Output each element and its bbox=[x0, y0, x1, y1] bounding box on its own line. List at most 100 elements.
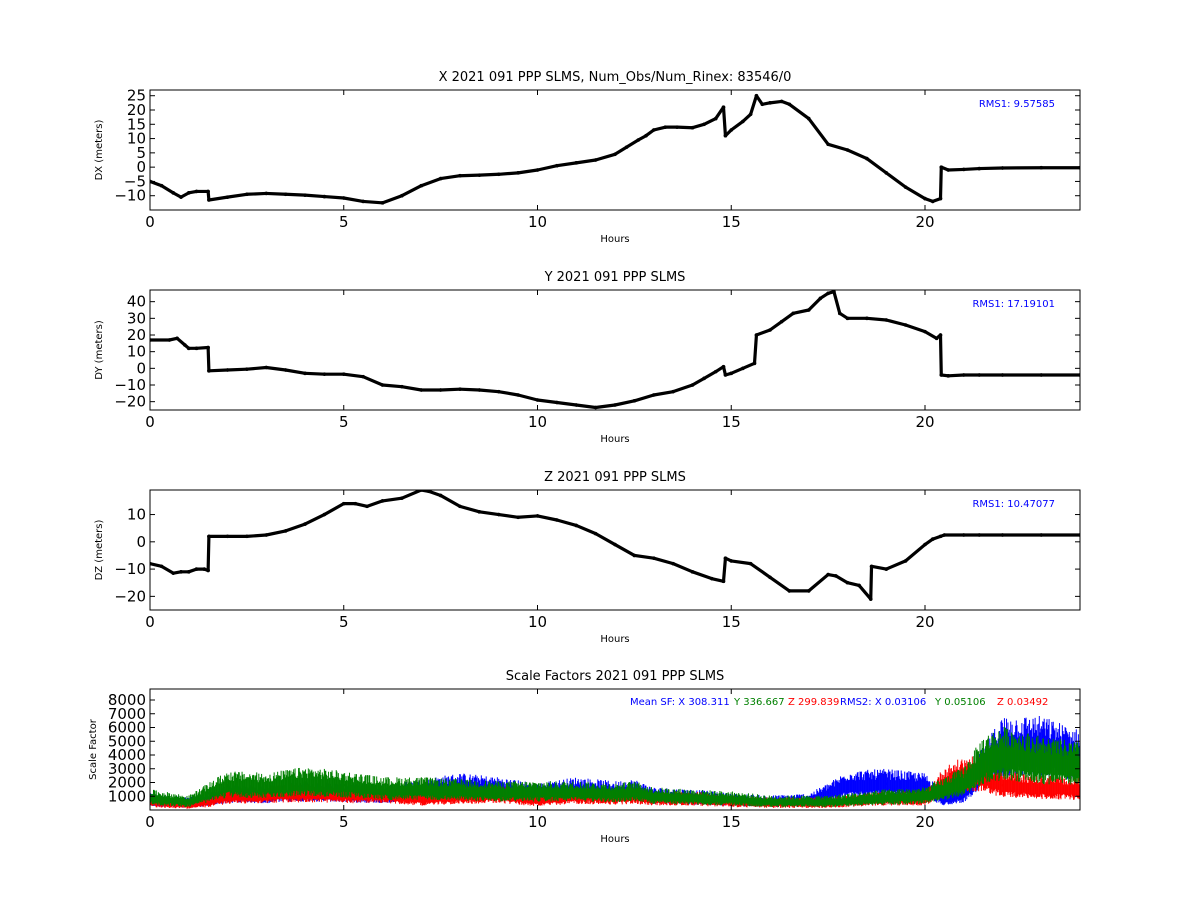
data-point bbox=[439, 388, 443, 392]
x-axis-label: Hours bbox=[600, 834, 629, 845]
data-point bbox=[195, 190, 199, 194]
data-point bbox=[400, 385, 404, 389]
data-point bbox=[923, 543, 927, 547]
trace-segment bbox=[305, 373, 324, 374]
data-point bbox=[1001, 784, 1003, 786]
trace-segment bbox=[724, 107, 726, 136]
data-point bbox=[826, 142, 830, 146]
data-point bbox=[633, 399, 637, 403]
data-point bbox=[264, 533, 268, 537]
data-point bbox=[943, 788, 945, 790]
data-point bbox=[943, 533, 947, 537]
data-point bbox=[962, 168, 966, 172]
data-point bbox=[729, 559, 733, 563]
y-axis-label: Scale Factor bbox=[88, 718, 99, 780]
x-tick-label: 0 bbox=[145, 213, 155, 231]
data-point bbox=[827, 792, 829, 794]
data-point bbox=[365, 505, 369, 509]
data-point bbox=[303, 372, 307, 376]
data-point bbox=[808, 801, 810, 803]
trace-segment bbox=[871, 566, 872, 599]
x-tick-label: 5 bbox=[339, 613, 349, 631]
y-tick-label: −10 bbox=[114, 376, 146, 394]
data-point bbox=[633, 554, 637, 558]
data-point bbox=[838, 312, 842, 316]
x-tick-label: 20 bbox=[915, 213, 934, 231]
data-point bbox=[755, 94, 759, 98]
data-point bbox=[760, 102, 764, 106]
trace-segment bbox=[499, 173, 518, 174]
data-point bbox=[807, 308, 811, 312]
data-point bbox=[323, 513, 327, 517]
data-point bbox=[846, 799, 848, 801]
trace-segment bbox=[383, 385, 402, 387]
stats-annotation: Z 0.03492 bbox=[997, 697, 1048, 708]
data-point bbox=[714, 117, 718, 121]
stats-annotation: RMS2: X 0.03106 bbox=[840, 697, 926, 708]
data-point bbox=[870, 565, 874, 569]
data-point bbox=[664, 125, 668, 129]
data-point bbox=[171, 191, 175, 195]
data-point bbox=[768, 328, 772, 332]
y-tick-label: 10 bbox=[127, 343, 146, 361]
data-point bbox=[1039, 166, 1043, 170]
data-point bbox=[536, 168, 540, 172]
data-point bbox=[226, 535, 230, 539]
trace-segment bbox=[518, 516, 537, 517]
data-point bbox=[226, 368, 230, 372]
y-tick-label: 25 bbox=[127, 87, 146, 105]
data-point bbox=[614, 792, 616, 794]
data-point bbox=[962, 533, 966, 537]
x-tick-label: 20 bbox=[915, 413, 934, 431]
x-tick-label: 15 bbox=[722, 413, 741, 431]
data-point bbox=[652, 128, 656, 132]
trace-segment bbox=[479, 390, 498, 392]
data-point bbox=[1040, 761, 1042, 763]
data-point bbox=[884, 318, 888, 322]
data-point bbox=[977, 373, 981, 377]
data-point bbox=[343, 784, 345, 786]
data-point bbox=[724, 556, 728, 560]
y-tick-label: 10 bbox=[127, 506, 146, 524]
data-point bbox=[187, 570, 191, 574]
data-point bbox=[865, 157, 869, 161]
trace-segment bbox=[460, 175, 479, 176]
x-tick-label: 10 bbox=[528, 813, 547, 831]
x-tick-label: 0 bbox=[145, 413, 155, 431]
data-point bbox=[931, 537, 935, 541]
data-point bbox=[207, 535, 211, 539]
data-point bbox=[226, 795, 228, 797]
data-point bbox=[179, 570, 183, 574]
data-point bbox=[420, 788, 422, 790]
data-point bbox=[478, 510, 482, 514]
data-point bbox=[819, 297, 823, 301]
rms-annotation: RMS1: 17.19101 bbox=[972, 299, 1055, 310]
chart-title: Y 2021 091 PPP SLMS bbox=[544, 270, 686, 285]
data-point bbox=[202, 567, 206, 571]
data-point bbox=[753, 362, 757, 366]
chart-title: X 2021 091 PPP SLMS, Num_Obs/Num_Rinex: … bbox=[439, 70, 792, 85]
stats-annotation: Y 336.667 bbox=[733, 697, 785, 708]
trace-segment bbox=[755, 335, 757, 363]
data-point bbox=[361, 200, 365, 204]
data-point bbox=[710, 577, 714, 581]
data-point bbox=[827, 801, 829, 803]
data-point bbox=[206, 569, 210, 573]
data-point bbox=[284, 368, 288, 372]
x-tick-label: 20 bbox=[915, 613, 934, 631]
trace-segment bbox=[948, 375, 964, 376]
data-point bbox=[923, 330, 927, 334]
data-point bbox=[478, 388, 482, 392]
data-point bbox=[400, 496, 404, 500]
trace-segment bbox=[677, 127, 693, 128]
data-point bbox=[303, 193, 307, 197]
data-point bbox=[636, 138, 640, 142]
data-point bbox=[439, 177, 443, 181]
data-point bbox=[555, 518, 559, 522]
chart-title: Z 2021 091 PPP SLMS bbox=[544, 470, 686, 485]
data-point bbox=[675, 125, 679, 129]
stats-annotation: Z 299.839 bbox=[788, 697, 839, 708]
x-tick-label: 10 bbox=[528, 213, 547, 231]
data-point bbox=[458, 505, 462, 509]
